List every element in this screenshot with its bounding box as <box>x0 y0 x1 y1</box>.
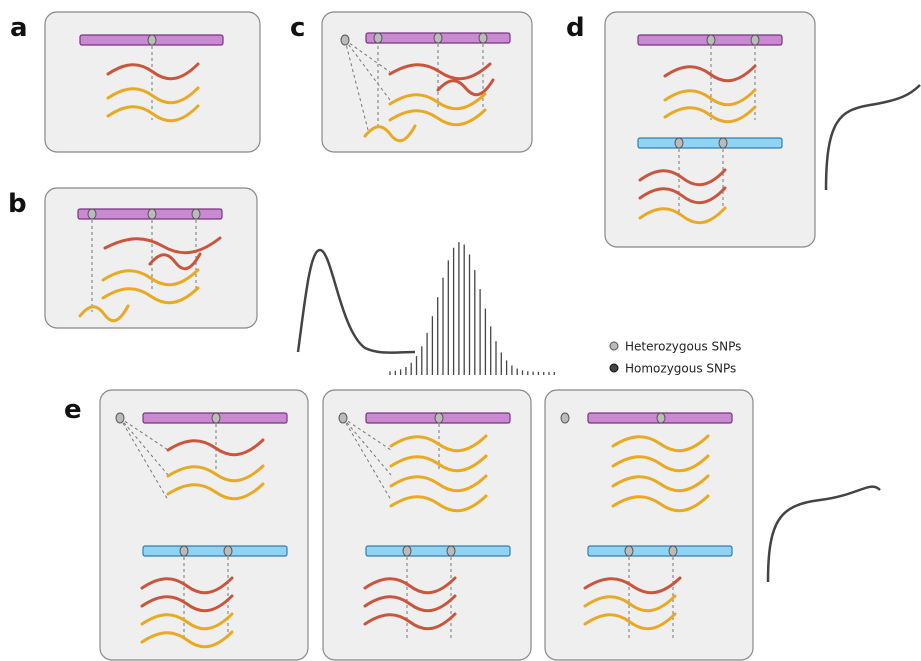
snp <box>148 35 156 45</box>
snp <box>625 546 633 556</box>
panel-label: e <box>64 395 82 425</box>
panel-label: a <box>10 13 28 43</box>
snp <box>434 33 442 43</box>
panel-label: b <box>8 189 27 219</box>
snp <box>479 33 487 43</box>
snp <box>675 138 683 148</box>
legend-label: Heterozygous SNPs <box>625 340 741 354</box>
snp <box>339 413 347 423</box>
snp <box>669 546 677 556</box>
panel-box <box>323 390 531 660</box>
distribution-curve <box>768 487 880 582</box>
legend-label: Homozygous SNPs <box>625 362 736 376</box>
chromosome-bar <box>588 546 732 556</box>
chromosome-bar <box>638 138 782 148</box>
snp <box>719 138 727 148</box>
chromosome-bar <box>143 546 287 556</box>
snp <box>116 413 124 423</box>
snp <box>224 546 232 556</box>
snp <box>374 33 382 43</box>
snp <box>657 413 665 423</box>
snp <box>192 209 200 219</box>
snp <box>403 546 411 556</box>
chromosome-bar <box>366 546 510 556</box>
panel-label: c <box>290 13 305 43</box>
panel-box <box>605 12 815 247</box>
snp <box>435 413 443 423</box>
distribution-curve <box>298 250 415 353</box>
panel-box <box>545 390 753 660</box>
legend-marker <box>610 342 618 350</box>
snp <box>212 413 220 423</box>
panel-label: d <box>566 13 585 43</box>
snp <box>88 209 96 219</box>
snp <box>180 546 188 556</box>
distribution-curve <box>826 85 920 190</box>
snp <box>751 35 759 45</box>
snp <box>447 546 455 556</box>
snp <box>561 413 569 423</box>
drawing <box>45 12 920 660</box>
legend-marker <box>610 364 618 372</box>
snp <box>341 35 349 45</box>
panel-box <box>100 390 308 660</box>
figure: a b c d e Heterozygous SNPs Homozygous S… <box>0 0 921 661</box>
snp <box>148 209 156 219</box>
snp <box>707 35 715 45</box>
